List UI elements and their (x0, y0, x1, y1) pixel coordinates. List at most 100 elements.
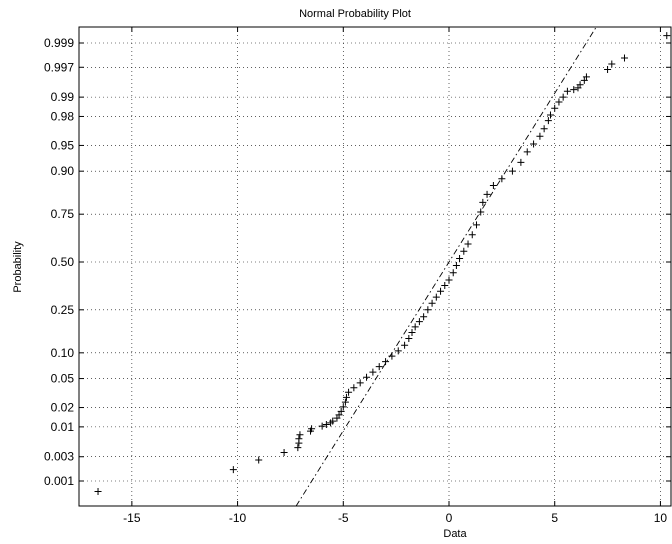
data-point (663, 32, 671, 40)
x-tick-label: -15 (123, 511, 141, 525)
data-point (530, 140, 538, 148)
y-tick-label: 0.50 (51, 255, 75, 269)
data-point (559, 93, 567, 101)
data-point (576, 81, 584, 89)
data-point (405, 335, 413, 343)
data-point (460, 247, 468, 255)
data-point (523, 148, 531, 156)
data-point (432, 293, 440, 301)
data-point (464, 240, 472, 248)
reference-line (295, 26, 597, 507)
y-tick-label: 0.75 (51, 207, 75, 221)
y-tick-label: 0.98 (51, 109, 75, 123)
data-point (536, 132, 544, 140)
data-point (408, 328, 416, 336)
data-point (456, 254, 464, 262)
data-point (582, 73, 590, 81)
data-point (551, 104, 559, 112)
y-tick-label: 0.001 (44, 474, 74, 488)
y-tick-label: 0.02 (51, 401, 75, 415)
x-tick-label: 5 (551, 511, 558, 525)
grid-lines (79, 27, 671, 506)
y-axis-label: Probability (12, 241, 24, 293)
data-point (580, 76, 588, 84)
data-point (608, 60, 616, 68)
y-tick-label: 0.99 (51, 90, 75, 104)
data-point (415, 318, 423, 326)
y-tick-label: 0.95 (51, 138, 75, 152)
data-point (255, 456, 263, 464)
data-point (508, 167, 516, 175)
data-point (483, 190, 491, 198)
plot-area-frame (78, 26, 672, 507)
data-point (388, 352, 396, 360)
data-point (350, 384, 358, 392)
data-point (452, 262, 460, 270)
data-point (544, 117, 552, 125)
y-tick-label: 0.05 (51, 372, 75, 386)
data-point (555, 98, 563, 106)
x-axis-ticks: -15 -10 -5 0 5 10 (123, 27, 667, 525)
x-tick-label: 10 (654, 511, 668, 525)
y-tick-label: 0.10 (51, 346, 75, 360)
data-point (294, 444, 302, 452)
data-point (540, 125, 548, 133)
data-point (329, 417, 337, 425)
reference-line-group (295, 26, 597, 507)
data-point (401, 341, 409, 349)
x-tick-label: -10 (229, 511, 247, 525)
data-point (369, 368, 377, 376)
data-point (341, 398, 349, 406)
data-points (94, 32, 671, 496)
data-point (489, 181, 497, 189)
data-point (295, 435, 303, 443)
data-point (339, 403, 347, 411)
data-point (322, 421, 330, 429)
y-tick-label: 0.25 (51, 303, 75, 317)
data-point (94, 488, 102, 496)
data-point (428, 299, 436, 307)
data-point (375, 363, 383, 371)
data-point (620, 54, 628, 62)
y-tick-label: 0.997 (44, 60, 74, 74)
data-point (437, 287, 445, 295)
data-point (424, 306, 432, 314)
data-point (363, 373, 371, 381)
data-point (477, 208, 485, 216)
data-point (411, 323, 419, 331)
x-tick-label: -5 (338, 511, 349, 525)
data-point (229, 466, 237, 474)
data-point (318, 422, 326, 430)
x-axis-label: Data (443, 528, 467, 540)
data-point (604, 65, 612, 73)
data-point (356, 379, 364, 387)
chart-title: Normal Probability Plot (299, 8, 411, 20)
data-point (449, 269, 457, 277)
data-point (468, 231, 476, 239)
data-point (546, 111, 554, 119)
data-point (570, 86, 578, 94)
y-tick-label: 0.003 (44, 450, 74, 464)
data-point (296, 431, 304, 439)
data-point (479, 198, 487, 206)
data-point (337, 407, 345, 415)
data-point (563, 87, 571, 95)
data-point (280, 448, 288, 456)
data-point (308, 425, 316, 433)
x-tick-label: 0 (446, 511, 453, 525)
data-point (342, 393, 350, 401)
y-axis-ticks: 0.001 0.003 0.01 0.02 0.05 0.10 0.25 0.50 0.75 0.… (44, 36, 671, 488)
data-point (420, 313, 428, 321)
data-point (498, 175, 506, 183)
data-point (394, 347, 402, 355)
data-point (345, 388, 353, 396)
y-tick-label: 0.90 (51, 164, 75, 178)
data-point (472, 221, 480, 229)
data-point (382, 358, 390, 366)
data-point (441, 282, 449, 290)
data-point (445, 276, 453, 284)
y-tick-label: 0.01 (51, 420, 75, 434)
y-tick-label: 0.999 (44, 36, 74, 50)
data-point (517, 158, 525, 166)
